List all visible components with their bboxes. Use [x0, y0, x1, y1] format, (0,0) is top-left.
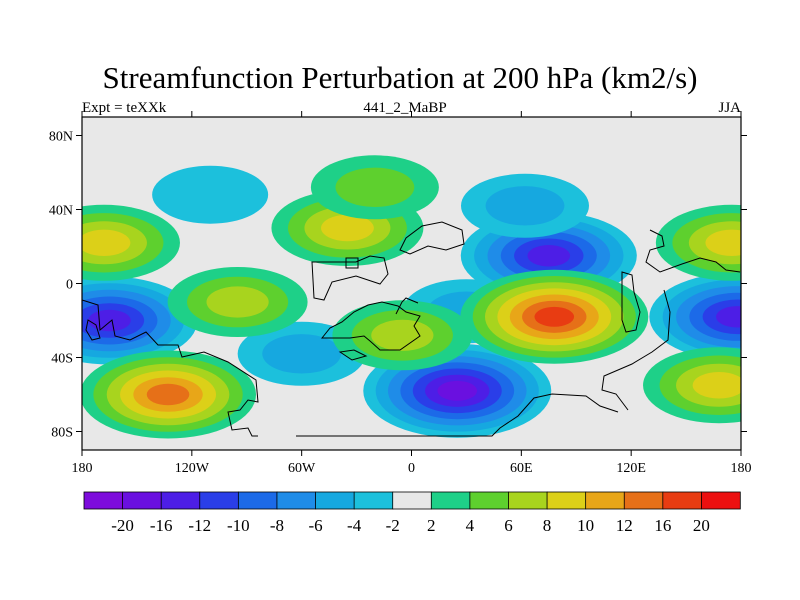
- contour-feature-low: [152, 165, 269, 224]
- colorbar-label: 8: [543, 516, 552, 535]
- lon-tick-label: 60W: [288, 461, 316, 476]
- colorbar-swatch: [701, 491, 741, 510]
- run-label: 441_2_MaBP: [363, 100, 447, 116]
- lat-tick-label: 80N: [49, 130, 73, 145]
- colorbar-label: -2: [386, 516, 400, 535]
- colorbar-label: 6: [504, 516, 513, 535]
- lat-tick-label: 40S: [51, 352, 73, 367]
- coastline-southern-ocean: [296, 393, 619, 437]
- coastline-africa-arabia: [399, 221, 465, 255]
- colorbar-swatch: [122, 491, 162, 510]
- contour-feature-high: [310, 155, 439, 220]
- contour-band: [262, 334, 342, 374]
- lon-tick-label: 180: [72, 461, 93, 476]
- lon-tick-label: 0: [408, 461, 415, 476]
- contour-band: [485, 186, 565, 226]
- contour-fill-layer: [82, 155, 741, 439]
- experiment-label: Expt = teXXk: [82, 100, 167, 116]
- colorbar-swatch: [160, 491, 201, 510]
- colorbar-swatch: [546, 491, 587, 510]
- colorbar-label: -6: [308, 516, 322, 535]
- colorbar-swatch: [276, 491, 317, 510]
- colorbar-swatch: [585, 491, 625, 510]
- coastline-india: [621, 271, 641, 333]
- contour-band: [716, 306, 741, 328]
- lon-tick-label: 180: [731, 461, 752, 476]
- colorbar-label: -8: [270, 516, 284, 535]
- contour-feature-low: [363, 343, 552, 438]
- colorbar-label: -16: [150, 516, 173, 535]
- lat-tick-label: 40N: [49, 204, 73, 219]
- coastline-small-island: [345, 257, 359, 269]
- lon-tick-label: 120W: [175, 461, 210, 476]
- contour-band: [82, 229, 131, 256]
- colorbar-swatch: [353, 491, 394, 510]
- colorbar-label: -12: [188, 516, 211, 535]
- coastline-japan-pacific: [601, 289, 671, 411]
- lon-tick-label: 60E: [510, 461, 533, 476]
- page-title: Streamfunction Perturbation at 200 hPa (…: [102, 60, 698, 95]
- colorbar-swatch: [508, 491, 548, 510]
- contour-band: [152, 165, 269, 224]
- colorbar-label: 4: [466, 516, 475, 535]
- colorbar-swatch: [392, 491, 432, 510]
- contour-band: [527, 245, 571, 267]
- contour-band: [206, 286, 269, 318]
- colorbar-swatch: [662, 491, 703, 510]
- contour-band: [692, 372, 741, 399]
- colorbar-label: 10: [577, 516, 594, 535]
- contour-feature-high: [167, 267, 308, 337]
- contour-feature-high: [655, 204, 741, 281]
- contour-band: [437, 380, 478, 401]
- colorbar-swatch: [199, 491, 240, 510]
- lat-tick-label: 80S: [51, 426, 73, 441]
- contour-band: [534, 306, 575, 327]
- contour-band: [88, 309, 131, 332]
- coastline-north-america: [82, 299, 259, 437]
- colorbar-swatch: [469, 491, 510, 510]
- coastline-greenland: [311, 255, 389, 301]
- season-label: JJA: [718, 100, 741, 116]
- colorbar-label: 16: [654, 516, 671, 535]
- coastline-south-small: [338, 349, 368, 361]
- contour-feature-high: [82, 204, 180, 281]
- coastline-europe-coast: [395, 297, 419, 315]
- contour-feature-low: [649, 272, 741, 361]
- axis-ticks: 80N 40N 0 40S 80S 180 120W 60W 0 60E 120E 180: [49, 111, 752, 476]
- contour-feature-low: [460, 173, 589, 238]
- colorbar-swatch: [430, 491, 471, 510]
- lon-tick-label: 120E: [616, 461, 646, 476]
- contour-band: [321, 214, 374, 242]
- coastline-layer: [82, 221, 741, 437]
- colorbar-swatch: [623, 491, 664, 510]
- colorbar-label: 12: [616, 516, 633, 535]
- colorbar-label: 2: [427, 516, 436, 535]
- contour-band: [146, 383, 190, 406]
- contour-feature-high: [332, 300, 473, 371]
- contour-feature-high: [643, 347, 741, 424]
- contour-band: [371, 319, 434, 351]
- colorbar-label: 20: [693, 516, 710, 535]
- colorbar-label: -4: [347, 516, 362, 535]
- colorbar-swatch: [237, 491, 278, 510]
- colorbar-swatch: [315, 491, 355, 510]
- colorbar-label: -10: [227, 516, 250, 535]
- coastline-asia-east: [645, 229, 741, 273]
- coastline-alaska: [85, 319, 101, 341]
- colorbar-swatch: [83, 491, 124, 510]
- lat-tick-label: 0: [66, 278, 73, 293]
- contour-band: [335, 167, 415, 207]
- coastline-europe: [320, 301, 421, 351]
- contour-feature-high: [460, 269, 649, 364]
- contour-feature-high: [82, 350, 257, 439]
- contour-band: [705, 229, 741, 256]
- colorbar: -20 -16 -12 -10 -8 -6 -4 -2 2 4 6 8 10 12 16 20: [83, 491, 741, 535]
- colorbar-label: -20: [111, 516, 134, 535]
